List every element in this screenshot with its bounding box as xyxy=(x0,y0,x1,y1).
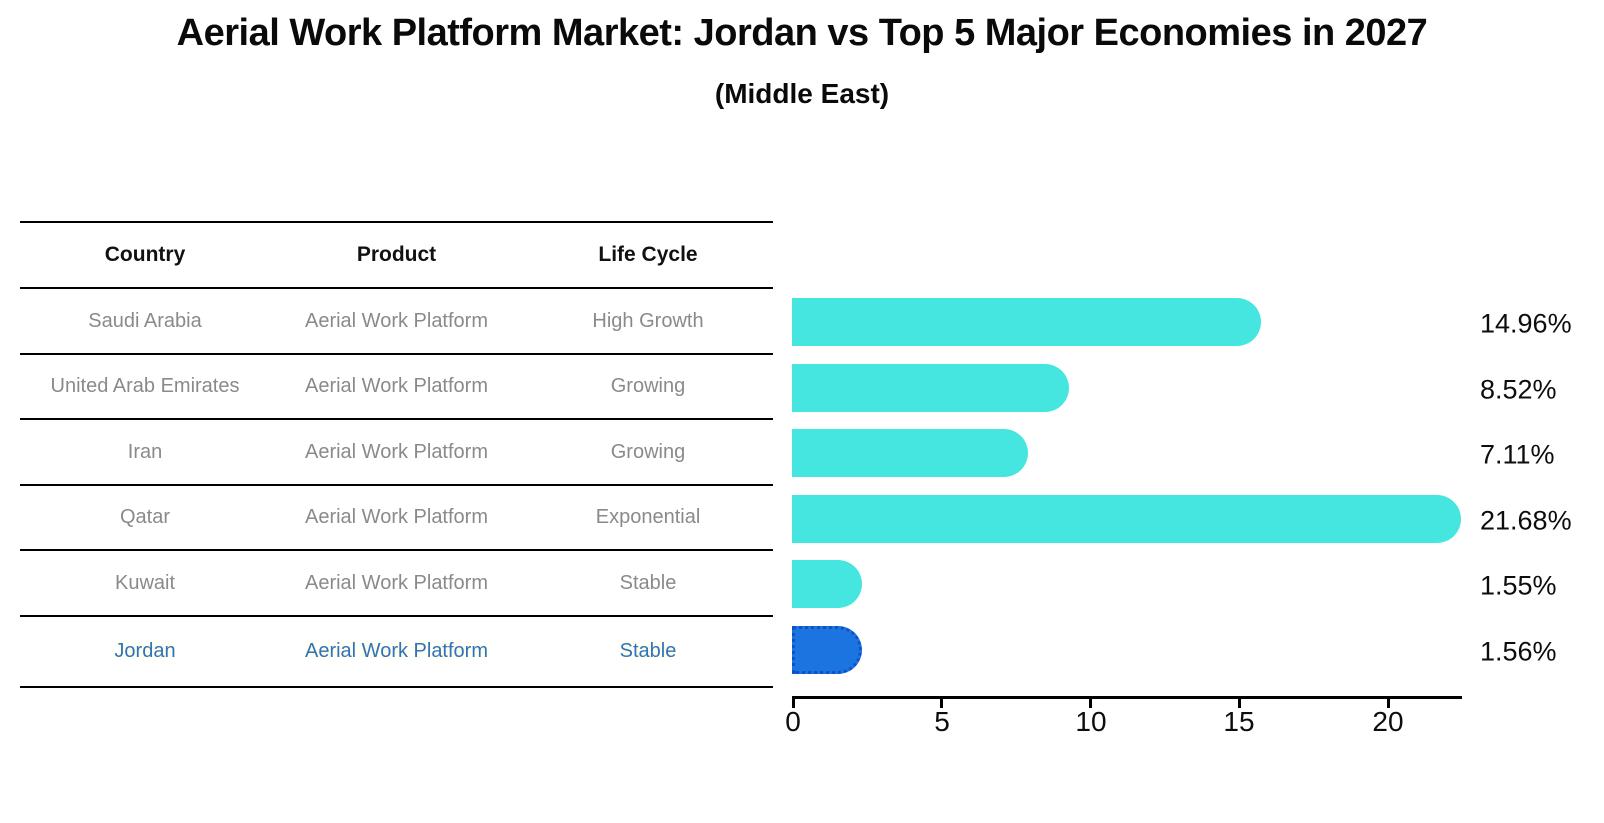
cell-life-cycle: Growing xyxy=(610,375,686,397)
cell-product: Aerial Work Platform xyxy=(304,375,488,397)
column-header-product: Product xyxy=(356,243,437,266)
page-title: Aerial Work Platform Market: Jordan vs T… xyxy=(176,12,1428,54)
cell-country: Saudi Arabia xyxy=(88,309,202,332)
cell-product: Aerial Work Platform xyxy=(304,571,488,594)
cell-life-cycle: Stable xyxy=(619,571,677,594)
bar-qatar xyxy=(792,495,1461,543)
x-axis-tick-label-15: 15 xyxy=(1223,706,1255,737)
bar-jordan xyxy=(792,626,862,674)
x-axis-tick-label-0: 0 xyxy=(785,706,801,737)
x-axis-line xyxy=(792,696,1462,699)
country-table: Country Product Life Cycle Saudi Arabia A… xyxy=(20,221,773,688)
table-row-united-arab-emirates: United Arab Emirates Aerial Work Platform… xyxy=(20,355,773,420)
cell-country: Iran xyxy=(127,440,163,463)
cell-product: Aerial Work Platform xyxy=(304,440,488,463)
bar-united-arab-emirates xyxy=(792,364,1069,412)
value-label-qatar: 21.68% xyxy=(1480,505,1572,535)
value-label-iran: 7.11% xyxy=(1480,439,1555,470)
cell-country: Jordan xyxy=(114,640,176,662)
x-axis-tick-0 xyxy=(792,699,795,708)
cell-product: Aerial Work Platform xyxy=(304,640,488,662)
cell-life-cycle: Growing xyxy=(610,440,686,463)
table-row-kuwait: Kuwait Aerial Work Platform Stable xyxy=(20,551,773,617)
cell-country: United Arab Emirates xyxy=(50,375,240,397)
x-axis-tick-15 xyxy=(1238,699,1241,708)
table-row-saudi-arabia: Saudi Arabia Aerial Work Platform High Gro… xyxy=(20,289,773,355)
value-label-kuwait: 1.55% xyxy=(1480,570,1557,601)
table-header-row: Country Product Life Cycle xyxy=(20,223,773,289)
cell-product: Aerial Work Platform xyxy=(304,309,488,332)
cell-life-cycle: Stable xyxy=(619,640,677,662)
cell-product: Aerial Work Platform xyxy=(304,506,488,528)
table-row-iran: Iran Aerial Work Platform Growing xyxy=(20,420,773,486)
bar-saudi-arabia xyxy=(792,298,1261,346)
column-header-lifecycle: Life Cycle xyxy=(598,243,698,266)
cell-country: Qatar xyxy=(119,506,171,528)
cell-life-cycle: High Growth xyxy=(592,309,704,332)
table-row-jordan: Jordan Aerial Work Platform Stable xyxy=(20,617,773,688)
table-row-qatar: Qatar Aerial Work Platform Exponential xyxy=(20,486,773,551)
cell-life-cycle: Exponential xyxy=(595,506,701,528)
x-axis-tick-5 xyxy=(940,699,943,708)
x-axis-tick-20 xyxy=(1387,699,1390,708)
bar-kuwait xyxy=(792,560,862,608)
cell-country: Kuwait xyxy=(114,571,176,594)
bar-iran xyxy=(792,429,1028,477)
value-label-jordan: 1.56% xyxy=(1480,636,1557,666)
x-axis-tick-10 xyxy=(1089,699,1092,708)
page-subtitle: (Middle East) xyxy=(714,78,890,109)
x-axis-tick-label-5: 5 xyxy=(934,706,950,737)
x-axis-tick-label-10: 10 xyxy=(1075,706,1107,737)
value-label-united-arab-emirates: 8.52% xyxy=(1480,374,1557,404)
value-label-saudi-arabia: 14.96% xyxy=(1480,308,1572,339)
column-header-country: Country xyxy=(104,243,186,266)
x-axis-tick-label-20: 20 xyxy=(1372,706,1404,737)
